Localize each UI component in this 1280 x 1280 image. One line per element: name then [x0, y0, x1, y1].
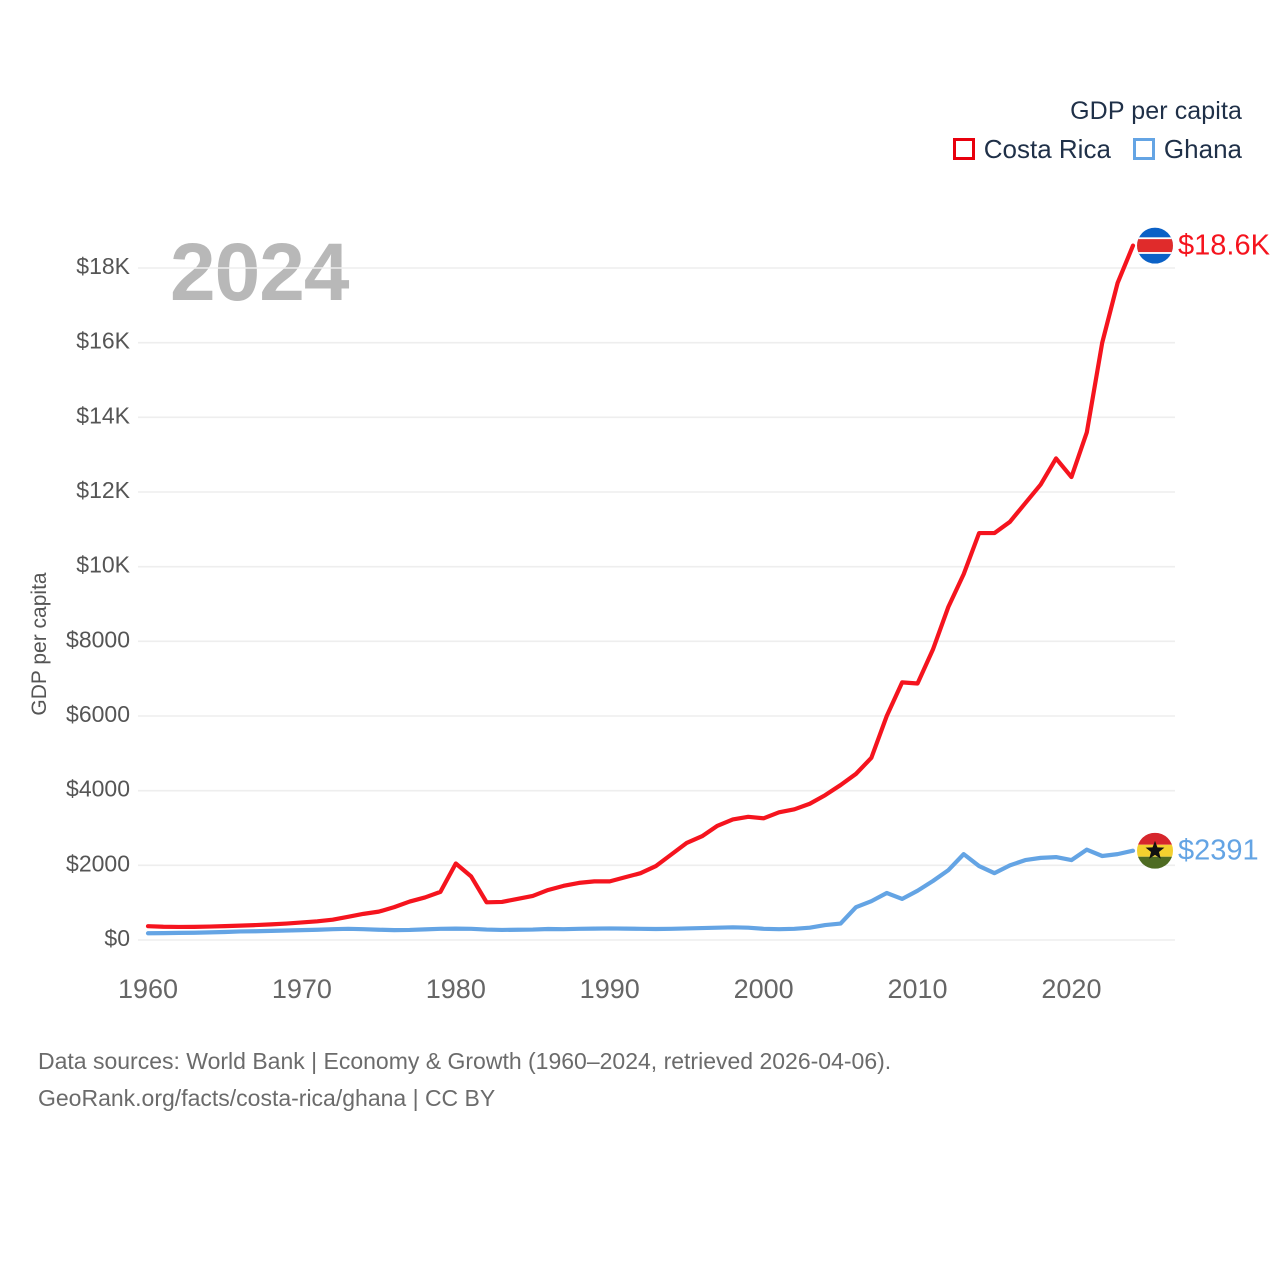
series-lines: [145, 243, 1136, 936]
y-axis-tick-labels: $0 $2000 $4000 $6000 $8000 $10K $12K $14K $16K $1…: [66, 253, 131, 951]
plot-area: $0 $2000 $4000 $6000 $8000 $10K $12K $14K $16K $1…: [28, 227, 1271, 1004]
x-axis-tick-label: 2010: [887, 974, 947, 1004]
y-axis-title: GDP per capita: [28, 572, 51, 716]
chart-legend: GDP per capita Costa Rica Ghana: [952, 96, 1242, 164]
x-axis-tick-label: 1980: [426, 974, 486, 1004]
footer-attribution: Data sources: World Bank | Economy & Gro…: [38, 1043, 891, 1118]
y-axis-tick-label: $2000: [66, 850, 130, 876]
y-axis-tick-label: $4000: [66, 776, 130, 802]
x-axis-tick-label: 2000: [734, 974, 794, 1004]
legend-item-ghana[interactable]: Ghana: [1132, 134, 1242, 164]
y-axis-tick-label: $18K: [76, 253, 130, 279]
end-label-costa-rica: $18.6K: [1178, 229, 1271, 261]
legend-swatch-icon-costa-rica: [952, 138, 975, 160]
y-axis-tick-label: $16K: [76, 328, 130, 354]
legend-label-costa-rica: Costa Rica: [983, 134, 1111, 164]
y-axis-tick-label: $6000: [66, 701, 130, 727]
flag-icon-costa-rica: [1137, 227, 1173, 264]
y-axis-tick-label: $8000: [66, 626, 130, 652]
x-axis-tick-labels: 1960 1970 1980 1990 2000 2010 2020: [118, 974, 1102, 1004]
y-axis-tick-label: $0: [104, 925, 130, 951]
series-line-ghana: [145, 847, 1136, 936]
x-axis-tick-label: 1990: [580, 974, 640, 1004]
footer-line-1: Data sources: World Bank | Economy & Gro…: [38, 1048, 892, 1074]
x-axis-tick-label: 1960: [118, 974, 178, 1004]
y-axis-tick-label: $10K: [76, 552, 130, 578]
y-axis-tick-label: $12K: [76, 477, 130, 503]
legend-label-ghana: Ghana: [1163, 134, 1242, 164]
footer-line-2: GeoRank.org/facts/costa-rica/ghana | CC …: [38, 1085, 496, 1112]
series-line-costa-rica: [145, 243, 1136, 930]
y-axis-tick-label: $14K: [76, 402, 130, 428]
gridlines: [138, 267, 1175, 941]
endpoint-markers: $18.6K $2391: [1137, 227, 1271, 869]
year-watermark: 2024: [170, 227, 349, 318]
legend-swatch-icon-ghana: [1132, 138, 1155, 160]
end-label-ghana: $2391: [1178, 834, 1259, 866]
x-axis-tick-label: 2020: [1041, 974, 1101, 1004]
legend-item-costa-rica[interactable]: Costa Rica: [952, 134, 1111, 164]
flag-icon-ghana: [1137, 832, 1173, 869]
legend-items: Costa Rica Ghana: [952, 134, 1242, 164]
legend-title: GDP per capita: [1070, 97, 1242, 125]
line-chart: $0 $2000 $4000 $6000 $8000 $10K $12K $14K $16K $1…: [28, 227, 1271, 1004]
x-axis-tick-label: 1970: [272, 974, 332, 1004]
